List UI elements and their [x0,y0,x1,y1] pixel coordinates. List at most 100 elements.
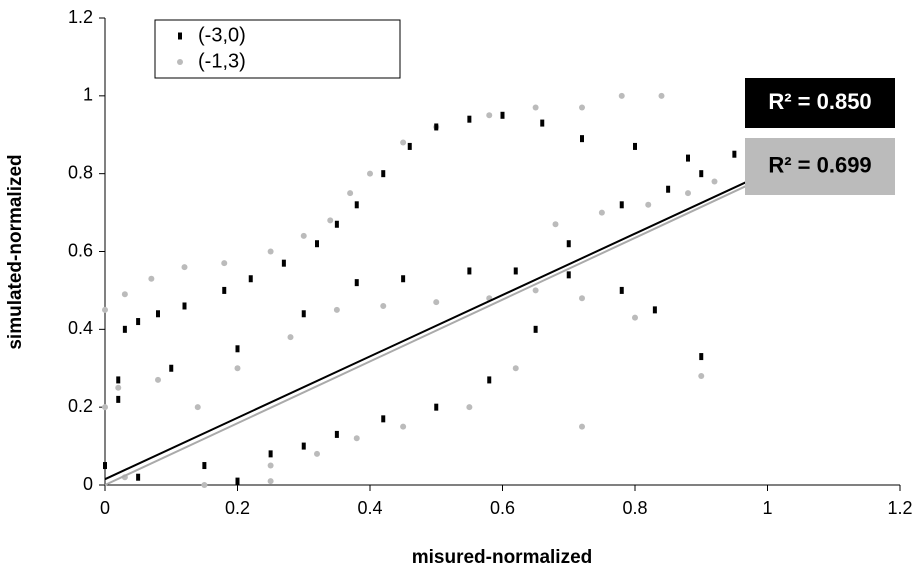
point [354,201,359,209]
point [155,376,161,383]
y-tick-label: 1.2 [68,7,93,27]
y-tick-label: 1 [83,85,93,105]
point [381,170,386,178]
y-tick-label: 0 [83,474,93,494]
point [301,310,306,318]
y-tick-label: 0.8 [68,162,93,182]
point [381,415,386,423]
point [658,92,665,99]
legend-marker [178,32,182,40]
point [334,220,339,228]
point [579,295,585,302]
point [434,123,439,131]
point [400,139,407,146]
point [407,142,412,150]
y-tick-label: 0.6 [68,240,93,260]
point [102,404,108,411]
point [698,373,705,380]
point [579,423,585,430]
x-tick-label: 1.2 [887,498,912,518]
point [202,462,207,470]
point [513,267,518,275]
x-tick-label: 0.4 [357,498,382,518]
point [566,240,571,248]
point [136,473,141,481]
point [580,135,584,143]
point [433,299,440,306]
point [598,209,605,216]
legend-label: (-3,0) [198,24,246,46]
point [401,275,406,283]
point [632,314,638,321]
point [103,462,107,470]
point [533,325,538,333]
point [121,291,128,298]
point [699,170,704,178]
x-axis-title: misured-normalized [412,547,593,568]
point [353,435,360,442]
x-tick-label: 0.6 [490,498,515,518]
point [235,477,240,485]
point [666,185,671,193]
point [633,142,637,150]
point [234,365,241,372]
point [314,450,320,457]
point [102,306,108,313]
point [619,286,624,294]
point [115,384,122,391]
legend-box [154,19,401,79]
point [652,306,657,314]
point [579,104,585,111]
r2-label: R² = 0.699 [768,152,871,177]
point [618,92,625,99]
point [699,353,704,361]
point [281,259,286,267]
point [645,201,652,208]
x-tick-label: 0 [100,498,110,518]
point [221,260,228,267]
point [194,404,201,411]
point [267,462,274,469]
y-axis-title: simulated-normalized [5,154,26,349]
point [354,279,359,287]
point [300,232,307,239]
point [711,178,718,185]
point [532,104,539,111]
point [148,275,155,282]
legend-label: (-1,3) [198,50,246,72]
point [532,287,539,294]
point [380,302,387,309]
point [301,442,306,450]
point [367,170,373,177]
point [466,404,473,411]
point [327,217,334,224]
y-tick-label: 0.2 [68,396,93,416]
point [512,365,519,372]
point [267,478,274,485]
point [201,482,208,488]
legend-marker [177,59,183,65]
point [487,376,492,384]
point [315,240,319,248]
point [732,150,737,158]
point [500,111,505,119]
point [116,376,121,384]
point [333,306,340,313]
point [334,430,339,438]
x-tick-label: 1 [762,498,772,518]
r2-box [745,138,895,195]
r2-box [745,78,895,128]
point [136,318,141,326]
point [486,112,493,119]
point [116,395,121,403]
point [222,286,227,294]
point [182,302,187,310]
trendline [104,184,749,486]
point [566,271,571,279]
point [686,154,690,162]
point [287,334,294,341]
point [540,119,545,127]
point [347,190,354,197]
point [685,190,691,197]
